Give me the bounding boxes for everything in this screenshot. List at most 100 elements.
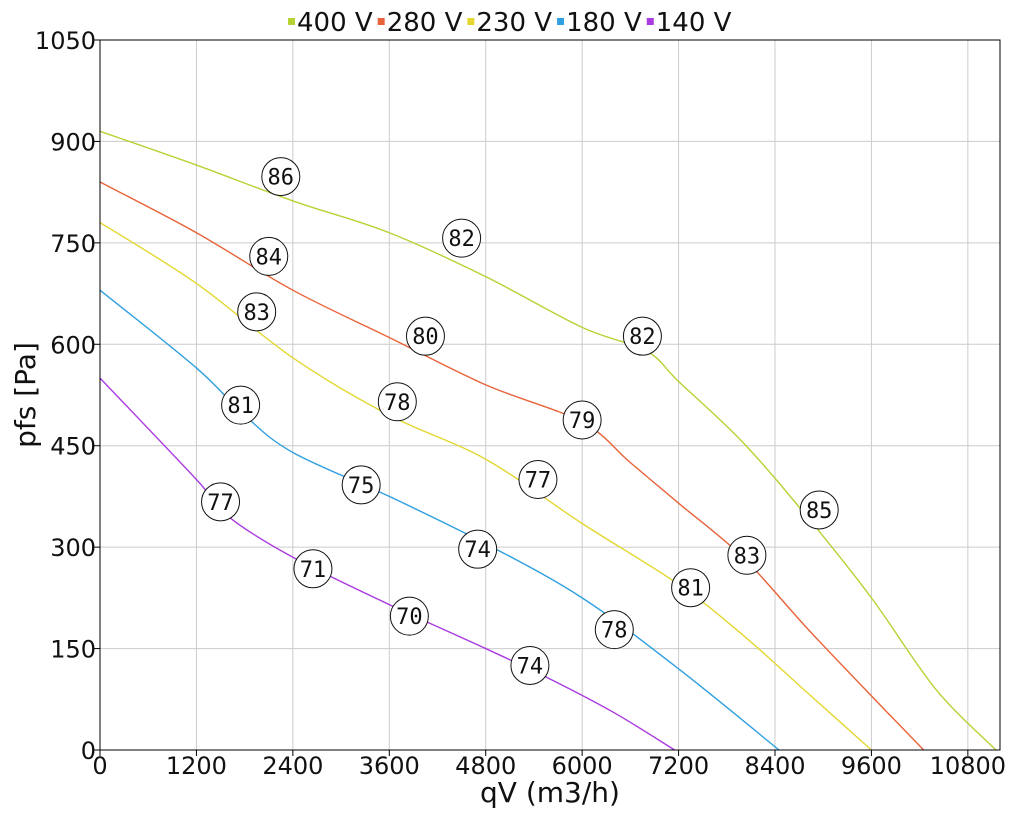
x-tick-label: 4800	[455, 752, 516, 780]
efficiency-bubble	[221, 385, 261, 425]
efficiency-bubble	[237, 292, 277, 332]
efficiency-bubble	[249, 236, 289, 276]
y-axis-ticks: 0 150 300 450 600 750 900 1050	[35, 27, 100, 765]
legend: 400 V 280 V 230 V 180 V 140 V	[288, 8, 732, 38]
efficiency-value: 86	[268, 166, 295, 191]
efficiency-bubble	[201, 482, 241, 522]
y-tick-label: 0	[81, 737, 96, 765]
efficiency-bubble	[622, 316, 662, 356]
efficiency-value: 74	[464, 538, 491, 563]
efficiency-label-280v: 79	[562, 400, 602, 440]
legend-item-180v: 180 V	[557, 8, 642, 38]
x-tick-label: 2400	[262, 752, 323, 780]
efficiency-label-180v: 75	[341, 465, 381, 505]
efficiency-value: 83	[734, 544, 761, 569]
x-tick-label: 7200	[648, 752, 709, 780]
plot-frame	[99, 39, 1001, 751]
y-tick-label: 450	[50, 433, 96, 461]
legend-swatch	[467, 18, 475, 25]
legend-label: 400 V	[297, 8, 373, 38]
y-tick-label: 1050	[35, 27, 96, 55]
efficiency-value: 80	[412, 325, 439, 350]
x-tick-label: 3600	[359, 752, 420, 780]
efficiency-label-140v: 71	[293, 549, 333, 589]
efficiency-label-230v: 78	[377, 382, 417, 422]
efficiency-value: 70	[396, 605, 423, 630]
x-tick-label: 0	[92, 752, 107, 780]
efficiency-value: 83	[243, 301, 270, 326]
legend-item-280v: 280 V	[377, 8, 463, 38]
y-tick-label: 750	[50, 230, 96, 258]
efficiency-bubble	[799, 490, 839, 530]
legend-label: 230 V	[476, 8, 552, 38]
x-tick-label: 9600	[841, 752, 902, 780]
legend-label: 140 V	[656, 8, 732, 38]
series-line-400v	[99, 130, 997, 751]
efficiency-label-layer: 86 82 82 85 84 80 79 83 83 78 77 81 81 75 74 78 77 71 70 74	[201, 157, 839, 685]
efficiency-value: 84	[256, 245, 283, 270]
legend-swatch	[377, 18, 385, 25]
y-axis-title: pfs [Pa]	[9, 342, 42, 448]
efficiency-label-400v: 82	[442, 218, 482, 258]
efficiency-value: 77	[207, 491, 234, 516]
efficiency-bubble	[341, 465, 381, 505]
efficiency-value: 71	[300, 558, 327, 583]
efficiency-label-180v: 81	[221, 385, 261, 425]
efficiency-value: 81	[677, 577, 704, 602]
efficiency-value: 74	[517, 654, 544, 679]
efficiency-bubble	[671, 568, 711, 608]
x-tick-label: 6000	[552, 752, 613, 780]
efficiency-label-180v: 74	[458, 529, 498, 569]
efficiency-value: 77	[525, 469, 552, 494]
efficiency-bubble	[261, 157, 301, 197]
efficiency-bubble	[594, 610, 634, 650]
efficiency-value: 82	[629, 325, 656, 350]
efficiency-label-400v: 86	[261, 157, 301, 197]
legend-swatch	[288, 18, 295, 25]
efficiency-value: 81	[227, 394, 254, 419]
efficiency-label-400v: 82	[622, 316, 662, 356]
efficiency-value: 78	[601, 619, 628, 644]
x-axis-title: qV (m3/h)	[480, 776, 620, 809]
x-tick-label: 10800	[930, 752, 1006, 780]
efficiency-label-400v: 85	[799, 490, 839, 530]
legend-label: 280 V	[387, 8, 463, 38]
efficiency-bubble	[458, 529, 498, 569]
efficiency-bubble	[510, 645, 550, 685]
efficiency-bubble	[293, 549, 333, 589]
legend-swatch	[557, 18, 565, 25]
legend-item-400v: 400 V	[288, 8, 373, 38]
efficiency-value: 78	[384, 391, 411, 416]
y-tick-label: 900	[50, 128, 96, 156]
efficiency-bubble	[377, 382, 417, 422]
legend-item-230v: 230 V	[467, 8, 552, 38]
x-tick-label: 1200	[166, 752, 227, 780]
efficiency-value: 79	[569, 409, 596, 434]
efficiency-label-140v: 77	[201, 482, 241, 522]
series-line-180v	[99, 289, 780, 751]
efficiency-value: 82	[448, 227, 475, 252]
efficiency-bubble	[562, 400, 602, 440]
efficiency-value: 85	[806, 499, 833, 524]
legend-label: 180 V	[566, 8, 642, 38]
efficiency-bubble	[442, 218, 482, 258]
legend-item-140v: 140 V	[646, 8, 732, 38]
efficiency-label-180v: 78	[594, 610, 634, 650]
efficiency-label-230v: 81	[671, 568, 711, 608]
efficiency-label-140v: 70	[389, 596, 429, 636]
y-tick-label: 600	[50, 331, 96, 359]
efficiency-bubble	[405, 316, 445, 356]
series-line-140v	[99, 377, 675, 751]
efficiency-bubble	[518, 460, 558, 500]
efficiency-bubble	[727, 535, 767, 575]
x-tick-label: 8400	[744, 752, 805, 780]
x-axis-ticks: 0 1200 2400 3600 4800 6000 7200 8400 9600 10800	[92, 750, 1006, 780]
efficiency-label-280v: 80	[405, 316, 445, 356]
efficiency-label-280v: 84	[249, 236, 289, 276]
series-layer	[99, 130, 997, 751]
efficiency-label-230v: 77	[518, 460, 558, 500]
legend-swatch	[646, 18, 654, 25]
efficiency-label-230v: 83	[237, 292, 277, 332]
efficiency-value: 75	[348, 474, 375, 499]
